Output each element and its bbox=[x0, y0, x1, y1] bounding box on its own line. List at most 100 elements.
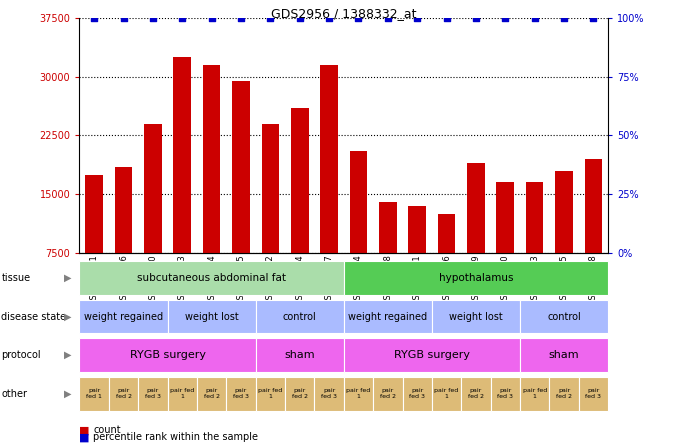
Text: RYGB surgery: RYGB surgery bbox=[394, 350, 470, 360]
Bar bbox=[138, 377, 167, 411]
Text: ▶: ▶ bbox=[64, 312, 71, 321]
Point bbox=[118, 14, 129, 21]
Bar bbox=[202, 65, 220, 312]
Text: RYGB surgery: RYGB surgery bbox=[130, 350, 205, 360]
Bar bbox=[227, 377, 256, 411]
Point bbox=[558, 14, 569, 21]
Text: pair fed
1: pair fed 1 bbox=[435, 388, 459, 399]
Bar bbox=[344, 300, 432, 333]
Point bbox=[265, 14, 276, 21]
Bar bbox=[555, 171, 573, 312]
Bar bbox=[520, 300, 608, 333]
Point bbox=[441, 14, 452, 21]
Bar bbox=[344, 261, 608, 295]
Text: pair
fed 3: pair fed 3 bbox=[321, 388, 337, 399]
Text: ■: ■ bbox=[79, 425, 90, 435]
Text: ■: ■ bbox=[79, 432, 90, 442]
Text: protocol: protocol bbox=[1, 350, 41, 360]
Point bbox=[236, 14, 247, 21]
Bar bbox=[432, 377, 462, 411]
Text: pair fed
1: pair fed 1 bbox=[522, 388, 547, 399]
Text: pair fed
1: pair fed 1 bbox=[346, 388, 370, 399]
Text: disease state: disease state bbox=[1, 312, 66, 321]
Point bbox=[353, 14, 364, 21]
Bar bbox=[197, 377, 227, 411]
Point bbox=[294, 14, 305, 21]
Bar bbox=[79, 338, 256, 372]
Point bbox=[323, 14, 334, 21]
Bar bbox=[79, 300, 167, 333]
Text: GDS2956 / 1388332_at: GDS2956 / 1388332_at bbox=[271, 7, 417, 20]
Text: pair
fed 2: pair fed 2 bbox=[204, 388, 220, 399]
Bar bbox=[167, 300, 256, 333]
Text: pair
fed 2: pair fed 2 bbox=[292, 388, 307, 399]
Text: pair
fed 3: pair fed 3 bbox=[233, 388, 249, 399]
Text: sham: sham bbox=[549, 350, 579, 360]
Bar bbox=[320, 65, 338, 312]
Text: control: control bbox=[283, 312, 316, 321]
Bar bbox=[79, 377, 109, 411]
Text: pair
fed 3: pair fed 3 bbox=[498, 388, 513, 399]
Bar bbox=[491, 377, 520, 411]
Bar bbox=[79, 261, 344, 295]
Text: pair
fed 2: pair fed 2 bbox=[380, 388, 396, 399]
Point bbox=[412, 14, 423, 21]
Bar bbox=[461, 377, 491, 411]
Bar bbox=[402, 377, 432, 411]
Bar bbox=[314, 377, 343, 411]
Bar bbox=[526, 182, 543, 312]
Bar bbox=[585, 159, 602, 312]
Bar bbox=[520, 377, 549, 411]
Point bbox=[471, 14, 482, 21]
Text: control: control bbox=[547, 312, 581, 321]
Text: pair fed
1: pair fed 1 bbox=[170, 388, 194, 399]
Text: tissue: tissue bbox=[1, 273, 30, 283]
Bar bbox=[115, 167, 132, 312]
Text: weight lost: weight lost bbox=[184, 312, 238, 321]
Bar bbox=[232, 80, 249, 312]
Text: pair fed
1: pair fed 1 bbox=[258, 388, 283, 399]
Text: count: count bbox=[93, 425, 121, 435]
Bar bbox=[261, 123, 279, 312]
Bar bbox=[256, 338, 343, 372]
Text: percentile rank within the sample: percentile rank within the sample bbox=[93, 432, 258, 442]
Bar bbox=[173, 57, 191, 312]
Point bbox=[88, 14, 100, 21]
Point bbox=[177, 14, 188, 21]
Text: ▶: ▶ bbox=[64, 273, 71, 283]
Bar bbox=[408, 206, 426, 312]
Text: ▶: ▶ bbox=[64, 389, 71, 399]
Text: weight regained: weight regained bbox=[84, 312, 163, 321]
Bar bbox=[256, 377, 285, 411]
Point bbox=[588, 14, 599, 21]
Point bbox=[500, 14, 511, 21]
Text: weight regained: weight regained bbox=[348, 312, 428, 321]
Bar bbox=[350, 151, 367, 312]
Bar bbox=[144, 123, 162, 312]
Bar bbox=[578, 377, 608, 411]
Text: hypothalamus: hypothalamus bbox=[439, 273, 513, 283]
Text: pair
fed 2: pair fed 2 bbox=[556, 388, 572, 399]
Text: pair
fed 3: pair fed 3 bbox=[409, 388, 425, 399]
Bar bbox=[256, 300, 343, 333]
Bar bbox=[520, 338, 608, 372]
Text: sham: sham bbox=[285, 350, 315, 360]
Bar bbox=[167, 377, 197, 411]
Text: other: other bbox=[1, 389, 28, 399]
Bar bbox=[291, 108, 308, 312]
Text: ▶: ▶ bbox=[64, 350, 71, 360]
Text: pair
fed 2: pair fed 2 bbox=[468, 388, 484, 399]
Bar bbox=[285, 377, 314, 411]
Bar bbox=[344, 377, 373, 411]
Point bbox=[206, 14, 217, 21]
Bar bbox=[467, 163, 484, 312]
Bar bbox=[437, 214, 455, 312]
Text: subcutaneous abdominal fat: subcutaneous abdominal fat bbox=[137, 273, 286, 283]
Bar bbox=[109, 377, 138, 411]
Bar bbox=[496, 182, 514, 312]
Text: weight lost: weight lost bbox=[449, 312, 503, 321]
Bar bbox=[373, 377, 402, 411]
Text: pair
fed 2: pair fed 2 bbox=[115, 388, 131, 399]
Bar bbox=[379, 202, 397, 312]
Bar bbox=[344, 338, 520, 372]
